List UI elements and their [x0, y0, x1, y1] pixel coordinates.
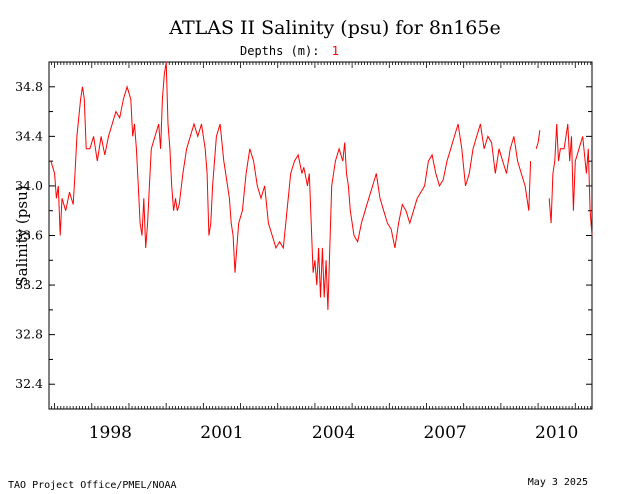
depth-value: 1 [332, 44, 339, 58]
salinity-series-line [535, 130, 541, 149]
x-tick-label: 2001 [200, 423, 243, 443]
x-tick-label: 2007 [423, 423, 466, 443]
y-tick-label: 34.0 [15, 178, 43, 193]
series-layer [50, 61, 593, 310]
depth-label: Depths (m): [240, 44, 319, 58]
chart-title: ATLAS II Salinity (psu) for 8n165e [168, 17, 500, 39]
y-axis-label: Salinity (psu) [13, 185, 31, 286]
y-tick-label: 33.2 [15, 277, 43, 292]
y-tick-label: 34.8 [15, 79, 43, 94]
y-tick-label: 34.4 [15, 128, 43, 143]
x-tick-label: 1998 [89, 423, 132, 443]
x-tick-label: 2010 [535, 423, 578, 443]
svg-text:Depths (m): 1: Depths (m): 1 [240, 44, 339, 58]
plot-axes: 32.4 32.8 33.2 33.6 34.0 34.4 34.8 1998 2001 2004… [15, 61, 593, 443]
footer-credit: TAO Project Office/PMEL/NOAA [8, 480, 177, 491]
x-tick-label: 2004 [312, 423, 355, 443]
plot-frame [48, 61, 593, 410]
salinity-series-line [548, 123, 593, 236]
y-tick-label: 32.4 [15, 376, 43, 391]
salinity-series-line [50, 61, 532, 310]
footer-date: May 3 2025 [528, 477, 588, 488]
y-tick-label: 33.6 [15, 228, 43, 243]
y-tick-label: 32.8 [15, 327, 43, 342]
